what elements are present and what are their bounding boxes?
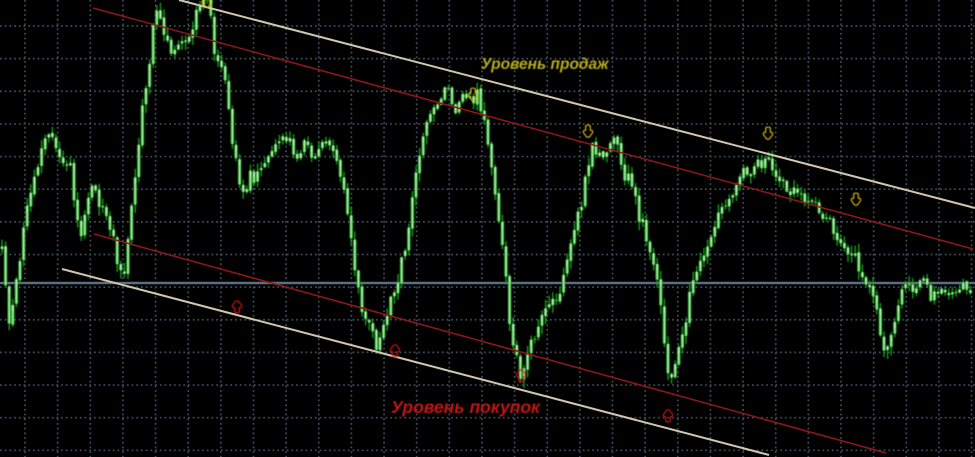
svg-text:Уровень продаж: Уровень продаж xyxy=(481,56,610,73)
svg-text:Уровень покупок: Уровень покупок xyxy=(391,397,541,417)
